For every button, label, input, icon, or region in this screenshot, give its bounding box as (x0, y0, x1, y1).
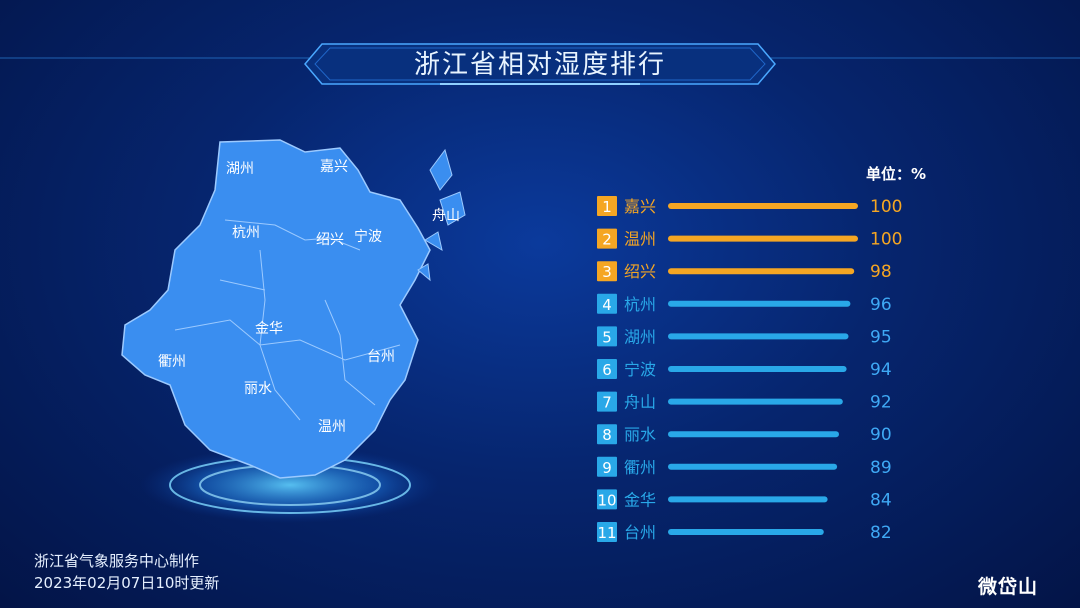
bar-value-label: 90 (870, 425, 892, 445)
bar-category-label: 台州 (624, 523, 656, 542)
map-label-jiaxing: 嘉兴 (320, 159, 348, 175)
rank-badge (597, 391, 617, 412)
bar-value-label: 89 (870, 458, 892, 478)
bar (668, 463, 838, 470)
rank-number: 2 (602, 231, 612, 249)
rank-badge (597, 326, 617, 347)
rank-badge (597, 489, 617, 510)
bar-value-label: 82 (870, 523, 892, 543)
bar-value-label: 95 (870, 327, 892, 347)
zhejiang-map (121, 139, 466, 523)
bar-category-label: 丽水 (624, 425, 656, 444)
bar-category-label: 嘉兴 (624, 197, 656, 216)
rank-number: 10 (597, 491, 616, 509)
map-label-jinhua: 金华 (255, 321, 283, 337)
bar-value-label: 96 (870, 295, 892, 315)
map-label-quzhou: 衢州 (158, 354, 186, 370)
bar (668, 398, 843, 405)
map-label-zhoushan: 舟山 (432, 208, 460, 224)
bar-value-label: 94 (870, 360, 892, 380)
rank-number: 4 (602, 296, 612, 314)
footer-update-time: 2023年02月07日10时更新 (34, 574, 220, 592)
bar-value-label: 84 (870, 490, 892, 510)
bar-category-label: 衢州 (624, 458, 656, 477)
rank-number: 1 (602, 198, 612, 216)
map-label-shaoxing: 绍兴 (316, 232, 344, 248)
rank-badge (597, 359, 617, 379)
bar (668, 235, 858, 242)
rank-number: 5 (602, 328, 612, 346)
bar (668, 431, 839, 438)
bar-category-label: 杭州 (624, 295, 656, 314)
bar-category-label: 温州 (624, 230, 656, 249)
bar (668, 529, 824, 535)
bar (668, 203, 858, 209)
bar-category-label: 宁波 (624, 360, 656, 379)
footer-org: 浙江省气象服务中心制作 (34, 552, 200, 570)
bar-category-label: 绍兴 (624, 262, 656, 281)
map-label-lishui: 丽水 (244, 381, 272, 397)
rank-number: 7 (602, 394, 612, 412)
page-title: 浙江省相对湿度排行 (413, 50, 666, 80)
map-label-hangzhou: 杭州 (232, 225, 260, 241)
rank-number: 8 (602, 426, 612, 444)
rank-badge (597, 456, 617, 477)
bar (668, 496, 828, 503)
bar-value-label: 100 (870, 230, 902, 250)
rank-badge (597, 196, 617, 216)
unit-label: 单位：% (866, 165, 927, 183)
rank-number: 6 (602, 361, 612, 379)
bar-category-label: 舟山 (624, 393, 656, 412)
map-label-taizhou: 台州 (367, 349, 395, 365)
rank-badge (597, 261, 617, 282)
rank-number: 9 (602, 459, 612, 477)
bar-category-label: 金华 (624, 490, 656, 509)
logo: 微岱山 (978, 576, 1039, 598)
bar (668, 300, 851, 307)
rank-badge (597, 228, 617, 249)
bar (668, 268, 855, 275)
rank-badge (597, 293, 617, 314)
map-label-ningbo: 宁波 (354, 229, 382, 245)
rank-number: 11 (597, 524, 616, 542)
map-label-huzhou: 湖州 (226, 161, 254, 177)
rank-badge (597, 522, 617, 542)
bar (668, 366, 847, 372)
bar-value-label: 98 (870, 262, 892, 282)
rank-number: 3 (602, 263, 612, 281)
map-label-wenzhou: 温州 (318, 419, 346, 435)
bar-value-label: 92 (870, 393, 892, 413)
bar-category-label: 湖州 (624, 327, 656, 346)
bar (668, 333, 849, 340)
bar-value-label: 100 (870, 197, 902, 217)
rank-badge (597, 424, 617, 445)
